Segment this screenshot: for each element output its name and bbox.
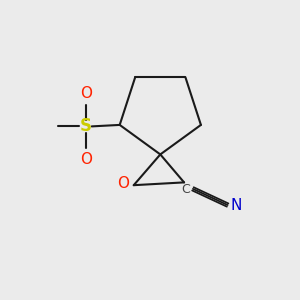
Text: O: O <box>80 152 92 167</box>
Text: N: N <box>230 197 242 212</box>
Text: S: S <box>80 117 92 135</box>
Text: C: C <box>181 183 190 196</box>
Text: O: O <box>117 176 129 191</box>
Text: O: O <box>80 86 92 101</box>
